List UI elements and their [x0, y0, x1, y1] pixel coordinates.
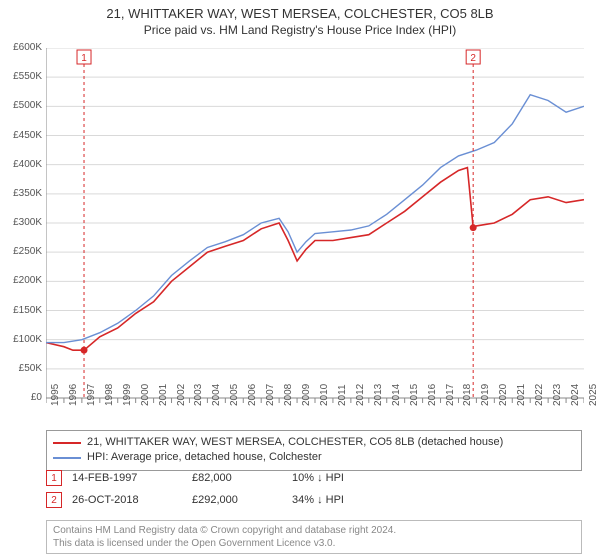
legend-swatch-1	[53, 442, 81, 444]
footer-line-1: Contains HM Land Registry data © Crown c…	[53, 524, 575, 537]
transaction-date: 14-FEB-1997	[72, 472, 192, 484]
x-tick-label: 2020	[498, 384, 509, 406]
y-tick-label: £500K	[2, 100, 42, 111]
svg-text:1: 1	[81, 53, 87, 64]
transactions-block: 1 14-FEB-1997£82,00010% ↓ HPI 2 26-OCT-2018…	[46, 470, 582, 514]
x-tick-label: 1999	[122, 384, 133, 406]
transaction-price: £292,000	[192, 494, 292, 506]
svg-text:2: 2	[470, 53, 476, 64]
transaction-date: 26-OCT-2018	[72, 494, 192, 506]
x-tick-label: 1998	[104, 384, 115, 406]
transaction-delta: 34% ↓ HPI	[292, 494, 372, 506]
chart-container: 21, WHITTAKER WAY, WEST MERSEA, COLCHEST…	[0, 0, 600, 560]
x-tick-label: 2007	[265, 384, 276, 406]
series-price_paid	[46, 168, 584, 351]
footer-line-2: This data is licensed under the Open Gov…	[53, 537, 575, 550]
x-tick-label: 2024	[570, 384, 581, 406]
y-tick-label: £400K	[2, 159, 42, 170]
x-tick-label: 2016	[427, 384, 438, 406]
y-tick-label: £200K	[2, 275, 42, 286]
x-tick-label: 2014	[391, 384, 402, 406]
title-block: 21, WHITTAKER WAY, WEST MERSEA, COLCHEST…	[0, 0, 600, 38]
transaction-row: 1 14-FEB-1997£82,00010% ↓ HPI	[46, 470, 582, 486]
x-tick-label: 2003	[193, 384, 204, 406]
legend-swatch-2	[53, 457, 81, 459]
legend-row-1: 21, WHITTAKER WAY, WEST MERSEA, COLCHEST…	[53, 435, 575, 450]
x-tick-label: 1995	[50, 384, 61, 406]
chart-area: 12 £0£50K£100K£150K£200K£250K£300K£350K£…	[46, 48, 584, 418]
x-tick-label: 2017	[445, 384, 456, 406]
y-tick-label: £550K	[2, 71, 42, 82]
x-tick-label: 2015	[409, 384, 420, 406]
legend-row-2: HPI: Average price, detached house, Colc…	[53, 450, 575, 465]
y-tick-label: £0	[2, 392, 42, 403]
transaction-marker: 2	[46, 492, 62, 508]
y-tick-label: £150K	[2, 305, 42, 316]
transaction-marker: 1	[46, 470, 62, 486]
x-tick-label: 2008	[283, 384, 294, 406]
legend-label-2: HPI: Average price, detached house, Colc…	[87, 450, 322, 465]
y-tick-label: £600K	[2, 42, 42, 53]
x-tick-label: 2023	[552, 384, 563, 406]
x-tick-label: 2018	[462, 384, 473, 406]
y-tick-label: £300K	[2, 217, 42, 228]
x-tick-label: 2006	[247, 384, 258, 406]
y-tick-label: £250K	[2, 246, 42, 257]
x-tick-label: 2025	[588, 384, 599, 406]
transaction-delta: 10% ↓ HPI	[292, 472, 372, 484]
x-tick-label: 2022	[534, 384, 545, 406]
x-tick-label: 2005	[229, 384, 240, 406]
x-tick-label: 2004	[211, 384, 222, 406]
x-tick-label: 2009	[301, 384, 312, 406]
chart-subtitle: Price paid vs. HM Land Registry's House …	[0, 23, 600, 39]
chart-title: 21, WHITTAKER WAY, WEST MERSEA, COLCHEST…	[0, 6, 600, 23]
x-tick-label: 2010	[319, 384, 330, 406]
x-tick-label: 2013	[373, 384, 384, 406]
x-tick-label: 2001	[158, 384, 169, 406]
x-tick-label: 1996	[68, 384, 79, 406]
x-tick-label: 2002	[176, 384, 187, 406]
footer-box: Contains HM Land Registry data © Crown c…	[46, 520, 582, 554]
transaction-price: £82,000	[192, 472, 292, 484]
x-tick-label: 2011	[337, 384, 348, 406]
x-tick-label: 2019	[480, 384, 491, 406]
x-tick-label: 1997	[86, 384, 97, 406]
transaction-row: 2 26-OCT-2018£292,00034% ↓ HPI	[46, 492, 582, 508]
y-tick-label: £350K	[2, 188, 42, 199]
y-tick-label: £450K	[2, 130, 42, 141]
y-tick-label: £50K	[2, 363, 42, 374]
x-tick-label: 2000	[140, 384, 151, 406]
legend-box: 21, WHITTAKER WAY, WEST MERSEA, COLCHEST…	[46, 430, 582, 471]
x-tick-label: 2021	[516, 384, 527, 406]
y-tick-label: £100K	[2, 334, 42, 345]
x-tick-label: 2012	[355, 384, 366, 406]
legend-label-1: 21, WHITTAKER WAY, WEST MERSEA, COLCHEST…	[87, 435, 503, 450]
chart-svg: 12	[46, 48, 584, 418]
